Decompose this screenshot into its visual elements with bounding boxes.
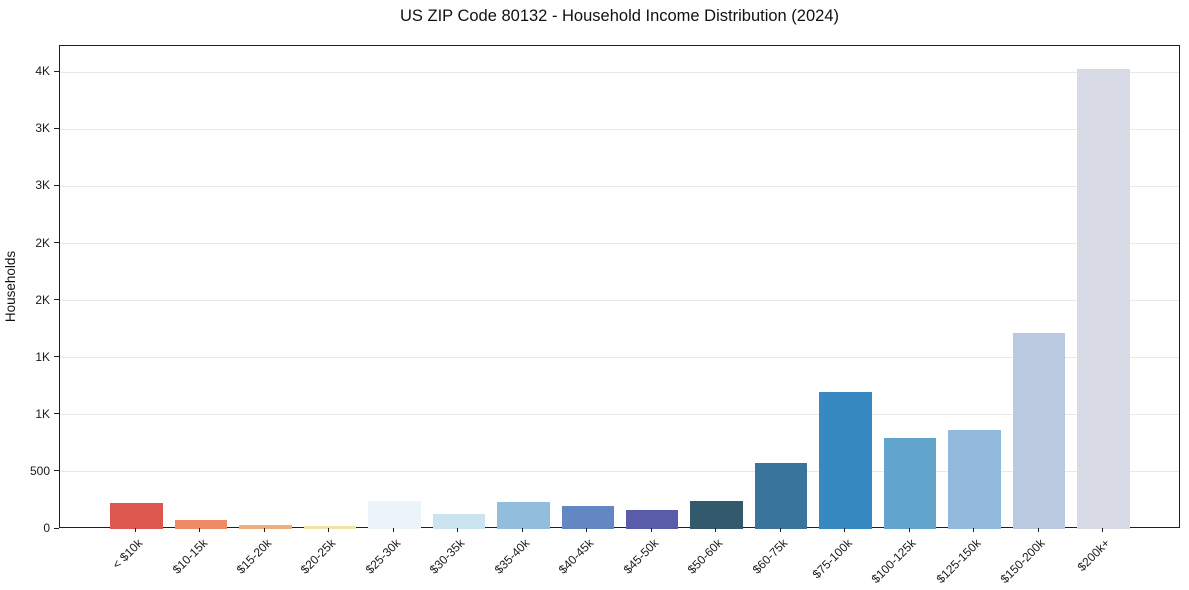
bar--60-75k bbox=[754, 463, 808, 529]
y-tick-label-1500: 1K bbox=[35, 349, 50, 364]
bar--40-45k bbox=[561, 506, 614, 529]
x-tick-label-10: $60-75k bbox=[749, 536, 791, 577]
y-axis-label-text: Households bbox=[3, 250, 19, 323]
x-tick-mark bbox=[715, 528, 717, 532]
gridline-1500 bbox=[60, 357, 1179, 359]
bar--20-25k bbox=[303, 525, 357, 529]
y-tick-label-3000: 3K bbox=[35, 178, 50, 193]
y-tick-label-2500: 2K bbox=[35, 235, 50, 250]
bar--125-150k bbox=[948, 429, 1001, 529]
y-tick-mark bbox=[54, 70, 59, 72]
gridline-1000 bbox=[60, 414, 1179, 416]
bar--50-60k bbox=[690, 501, 743, 529]
x-tick-mark bbox=[457, 528, 459, 532]
gridline-2500 bbox=[60, 243, 1179, 245]
bar--15-20k bbox=[239, 524, 292, 529]
x-tick-label-15: $200k+ bbox=[1074, 536, 1113, 574]
x-tick-mark bbox=[844, 528, 846, 532]
bar--200k+ bbox=[1077, 68, 1130, 529]
x-tick-label-3: $20-25k bbox=[298, 536, 339, 577]
plot-area bbox=[59, 45, 1180, 529]
y-tick-label-4000: 4K bbox=[35, 64, 50, 79]
y-tick-label-1000: 1K bbox=[35, 406, 50, 421]
bar--100-125k bbox=[883, 438, 937, 529]
y-axis-label: Households bbox=[0, 45, 22, 528]
gridline-3000 bbox=[60, 185, 1179, 187]
gridline-500 bbox=[60, 471, 1179, 473]
x-tick-label-4: $25-30k bbox=[362, 536, 404, 577]
x-tick-mark bbox=[1037, 528, 1039, 532]
x-tick-mark bbox=[328, 528, 330, 532]
x-tick-mark bbox=[1102, 528, 1104, 532]
y-tick-mark bbox=[54, 127, 59, 129]
chart-title: US ZIP Code 80132 - Household Income Dis… bbox=[399, 7, 839, 25]
gridline-2000 bbox=[60, 300, 1179, 302]
y-tick-label-0: 0 bbox=[43, 521, 50, 535]
bar--10-15k bbox=[174, 519, 228, 529]
x-tick-mark bbox=[973, 528, 975, 532]
gridline-3500 bbox=[60, 128, 1179, 130]
x-tick-label-13: $125-150k bbox=[933, 536, 984, 587]
y-tick-mark bbox=[54, 527, 59, 529]
x-tick-mark bbox=[779, 528, 781, 532]
x-tick-label-6: $35-40k bbox=[491, 536, 533, 577]
x-tick-mark bbox=[199, 528, 201, 532]
x-tick-mark bbox=[263, 528, 265, 532]
y-tick-label-3500: 3K bbox=[35, 121, 50, 136]
bar--35-40k bbox=[497, 501, 550, 529]
bar--75-100k bbox=[819, 391, 872, 529]
bar--10k bbox=[110, 502, 163, 529]
y-tick-mark bbox=[54, 184, 59, 186]
gridline-4000 bbox=[60, 71, 1179, 73]
x-tick-mark bbox=[392, 528, 394, 532]
x-tick-mark bbox=[521, 528, 523, 532]
x-tick-mark bbox=[586, 528, 588, 532]
x-tick-label-11: $75-100k bbox=[809, 536, 855, 582]
y-tick-mark bbox=[54, 413, 59, 415]
x-tick-mark bbox=[134, 528, 136, 532]
x-tick-label-8: $45-50k bbox=[620, 536, 662, 577]
y-tick-label-2000: 2K bbox=[35, 292, 50, 307]
x-tick-mark bbox=[908, 528, 910, 532]
y-tick-label-500: 500 bbox=[29, 463, 50, 478]
x-tick-label-7: $40-45k bbox=[556, 536, 597, 577]
y-tick-mark bbox=[54, 470, 59, 472]
y-tick-mark bbox=[54, 356, 59, 358]
y-tick-mark bbox=[54, 299, 59, 301]
x-tick-label-12: $100-125k bbox=[869, 536, 920, 587]
x-tick-mark bbox=[650, 528, 652, 532]
bar--150-200k bbox=[1012, 333, 1066, 529]
bar--45-50k bbox=[625, 510, 679, 529]
x-tick-label-0: < $10k bbox=[109, 536, 146, 572]
x-tick-label-5: $30-35k bbox=[427, 536, 468, 577]
y-tick-mark bbox=[54, 242, 59, 244]
x-tick-label-2: $15-20k bbox=[233, 536, 275, 577]
x-tick-label-1: $10-15k bbox=[169, 536, 210, 577]
x-tick-label-14: $150-200k bbox=[997, 536, 1048, 587]
bar--30-35k bbox=[432, 514, 486, 529]
x-tick-label-9: $50-60k bbox=[685, 536, 726, 577]
bar--25-30k bbox=[368, 501, 421, 529]
